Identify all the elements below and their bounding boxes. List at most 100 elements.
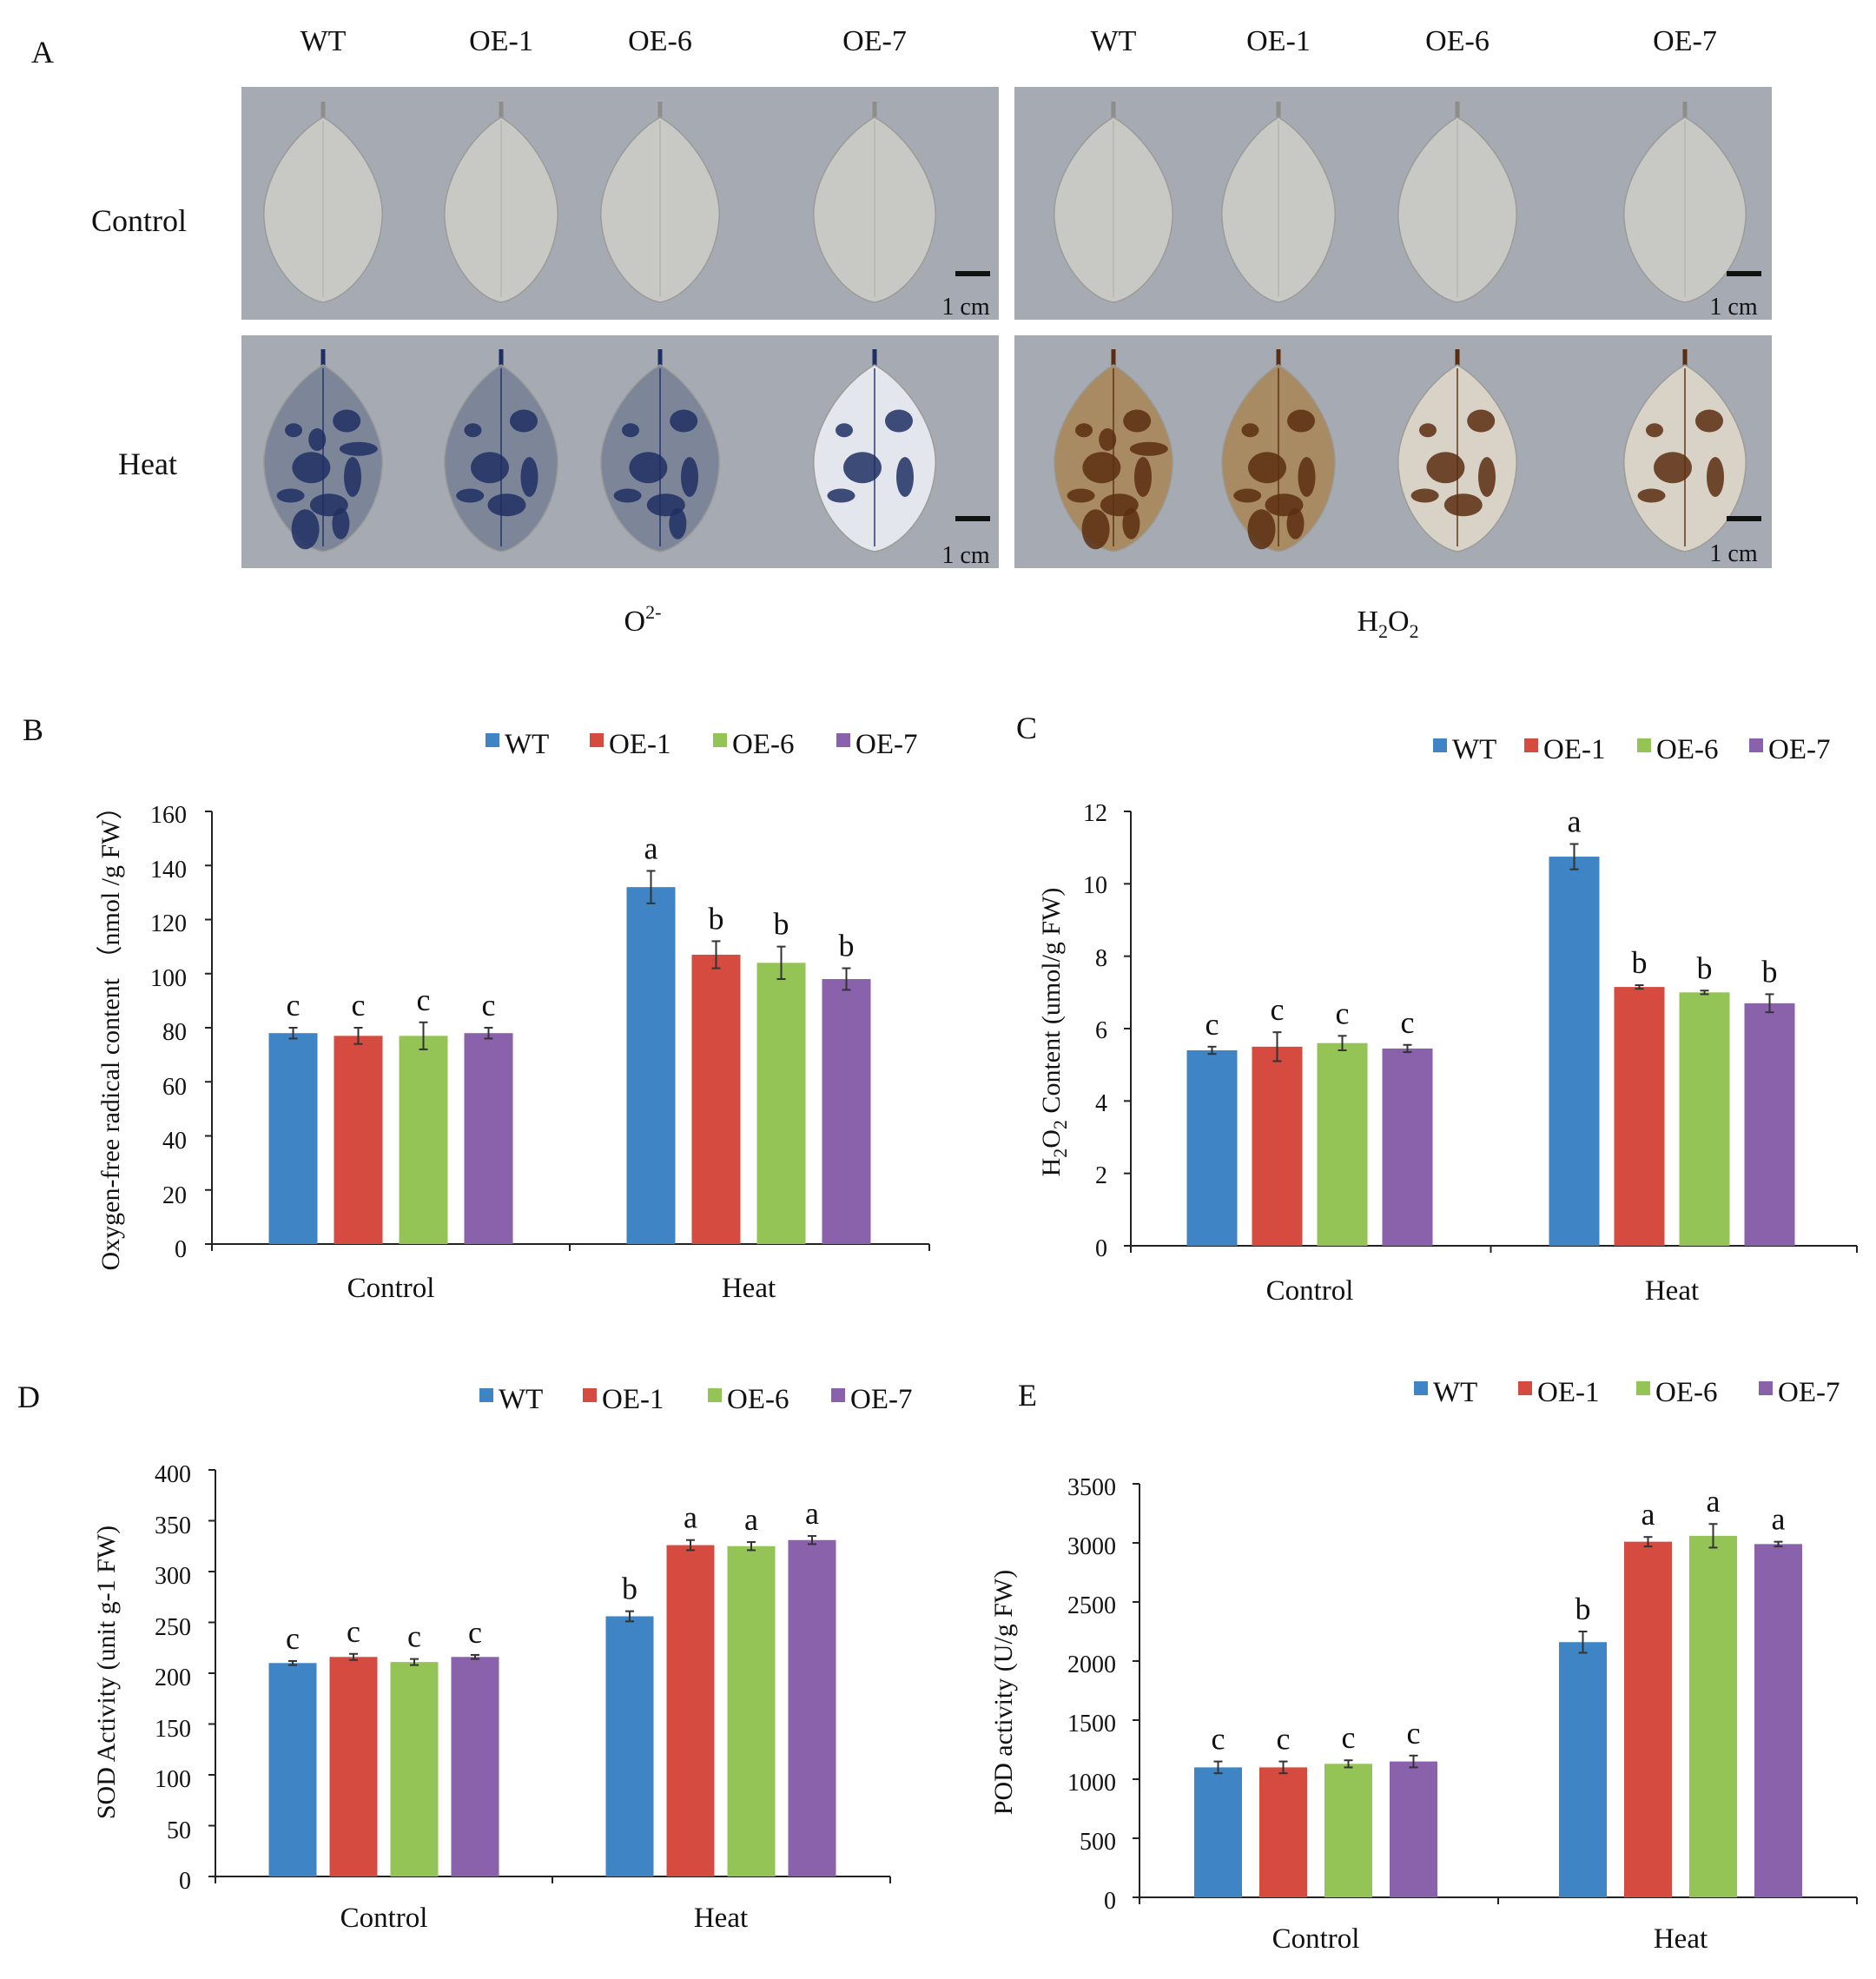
legend-label-oe1: OE-1 bbox=[602, 1384, 664, 1415]
panel-e-label: E bbox=[1018, 1378, 1037, 1413]
leaf-image bbox=[1221, 349, 1336, 553]
y-tick-label: 6 bbox=[1095, 1017, 1107, 1044]
legend-swatch-oe1 bbox=[590, 733, 604, 747]
chart-c-y-ticks: 0 2 4 6 8 10 12 bbox=[1083, 800, 1107, 1262]
significance-letter: c bbox=[482, 988, 496, 1023]
y-tick-label: 2000 bbox=[1067, 1651, 1116, 1678]
significance-letter: b bbox=[709, 901, 724, 936]
scale-bar-o2-heat: 1 cm bbox=[941, 516, 990, 569]
legend-swatch-oe1 bbox=[1518, 1381, 1532, 1395]
panel-a: A WT OE-1 OE-6 OE-7 WT OE-1 OE-6 OE-7 Co… bbox=[31, 25, 1772, 642]
y-tick-label: 4 bbox=[1095, 1090, 1107, 1117]
panel-d-label: D bbox=[17, 1380, 40, 1414]
y-tick-label: 200 bbox=[155, 1665, 191, 1691]
panel-a-label: A bbox=[31, 35, 54, 69]
y-tick-label: 400 bbox=[155, 1461, 191, 1488]
significance-letter: a bbox=[744, 1502, 758, 1537]
leaf-image bbox=[444, 102, 558, 303]
legend-swatch-wt bbox=[1414, 1381, 1428, 1395]
leaf-image bbox=[1623, 102, 1747, 303]
error-bar bbox=[1578, 1631, 1588, 1654]
leaf-image bbox=[813, 349, 936, 553]
y-tick-label: 0 bbox=[179, 1868, 191, 1895]
panel-c-label: C bbox=[1016, 711, 1037, 745]
chart-e-y-axis-title: POD activity (U/g FW) bbox=[989, 1570, 1018, 1815]
y-tick-label: 3000 bbox=[1067, 1533, 1116, 1560]
scale-bar-h2o2-control: 1 cm bbox=[1709, 271, 1761, 321]
significance-letter: c bbox=[1212, 1722, 1225, 1757]
chart-b-x-label-heat: Heat bbox=[722, 1273, 776, 1304]
y-tick-label: 10 bbox=[1083, 872, 1107, 899]
leaf-image bbox=[1054, 102, 1173, 303]
error-bar bbox=[1207, 1045, 1217, 1056]
error-bar bbox=[1278, 1760, 1288, 1775]
error-bar bbox=[1765, 993, 1774, 1014]
bar-oe6-heat bbox=[1689, 1535, 1737, 1897]
bar-oe1-control bbox=[1259, 1767, 1307, 1897]
significance-letter: b bbox=[839, 929, 855, 963]
error-bar bbox=[808, 1535, 816, 1545]
panel-d: D WT OE-1 OE-6 OE-7 0 50 100 150 200 250… bbox=[17, 1380, 912, 1934]
legend-label-oe7: OE-7 bbox=[855, 729, 917, 760]
error-bar bbox=[1700, 989, 1709, 996]
y-tick-label: 60 bbox=[162, 1074, 187, 1101]
bar-oe1-control bbox=[1252, 1046, 1303, 1246]
error-bar bbox=[1774, 1540, 1783, 1548]
col-label-right-oe6: OE-6 bbox=[1425, 25, 1490, 57]
y-tick-label: 50 bbox=[167, 1817, 191, 1844]
svg-text:1 cm: 1 cm bbox=[941, 294, 989, 321]
legend-swatch-oe1 bbox=[1524, 738, 1538, 752]
y-tick-label: 100 bbox=[155, 1766, 191, 1793]
y-tick-label: 2500 bbox=[1067, 1592, 1116, 1619]
legend-swatch-oe7 bbox=[1759, 1381, 1773, 1395]
bar-oe1-control bbox=[329, 1657, 378, 1876]
bar-oe1-heat bbox=[1624, 1541, 1672, 1897]
error-bar bbox=[288, 1659, 297, 1666]
bar-wt-heat bbox=[605, 1616, 654, 1876]
y-tick-label: 0 bbox=[1095, 1235, 1107, 1262]
col-label-left-wt: WT bbox=[301, 25, 347, 57]
bar-wt-control bbox=[268, 1663, 317, 1876]
leaf-photos bbox=[263, 102, 1747, 553]
legend-swatch-oe6 bbox=[713, 733, 727, 747]
legend-label-wt: WT bbox=[499, 1384, 543, 1415]
legend-label-oe1: OE-1 bbox=[1543, 734, 1605, 765]
y-tick-label: 3500 bbox=[1067, 1474, 1116, 1501]
leaf-image bbox=[1623, 349, 1747, 553]
panel-e: E WT OE-1 OE-6 OE-7 0 500 1000 1500 2000… bbox=[989, 1377, 1858, 1955]
y-tick-label: 120 bbox=[150, 910, 187, 937]
chart-d-y-axis-title: SOD Activity (unit g-1 FW) bbox=[92, 1526, 121, 1819]
legend-swatch-oe7 bbox=[836, 733, 850, 747]
y-tick-label: 12 bbox=[1083, 800, 1107, 827]
error-bar bbox=[410, 1658, 419, 1666]
chart-d-x-label-control: Control bbox=[340, 1903, 428, 1934]
bar-oe7-control bbox=[464, 1033, 513, 1244]
chart-c-y-axis-title: H2O2 Content (umol/g FW) bbox=[1037, 888, 1071, 1177]
error-bar bbox=[1338, 1035, 1347, 1051]
y-tick-label: 0 bbox=[175, 1236, 187, 1263]
significance-letter: c bbox=[468, 1615, 482, 1650]
y-tick-label: 0 bbox=[1104, 1888, 1116, 1915]
error-bar bbox=[711, 940, 721, 970]
significance-letter: c bbox=[347, 1614, 360, 1649]
significance-letter: c bbox=[1407, 1716, 1421, 1751]
row-label-control: Control bbox=[91, 203, 187, 238]
significance-letter: a bbox=[1707, 1484, 1721, 1519]
error-bar bbox=[686, 1539, 695, 1552]
col-label-left-oe7: OE-7 bbox=[842, 25, 907, 57]
error-bar bbox=[747, 1541, 756, 1552]
significance-letter: c bbox=[1206, 1007, 1219, 1042]
significance-letter: a bbox=[1772, 1502, 1786, 1537]
bar-oe7-control bbox=[1382, 1048, 1433, 1246]
legend-swatch-wt bbox=[479, 1388, 493, 1402]
significance-letter: a bbox=[805, 1496, 819, 1531]
significance-letter: a bbox=[684, 1500, 697, 1535]
chart-e-plot: c c c c b a a a bbox=[1133, 1483, 1858, 1904]
legend-swatch-oe6 bbox=[1636, 1381, 1650, 1395]
svg-text:1 cm: 1 cm bbox=[1709, 540, 1757, 567]
bar-wt-heat bbox=[626, 887, 676, 1244]
svg-text:1 cm: 1 cm bbox=[941, 542, 989, 569]
col-label-right-oe1: OE-1 bbox=[1246, 25, 1311, 57]
error-bar bbox=[776, 945, 786, 980]
bar-wt-control bbox=[1186, 1050, 1238, 1246]
